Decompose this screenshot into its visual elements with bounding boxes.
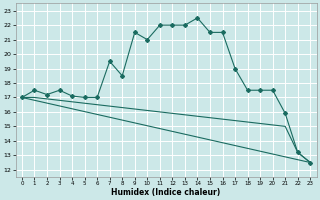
X-axis label: Humidex (Indice chaleur): Humidex (Indice chaleur) bbox=[111, 188, 221, 197]
